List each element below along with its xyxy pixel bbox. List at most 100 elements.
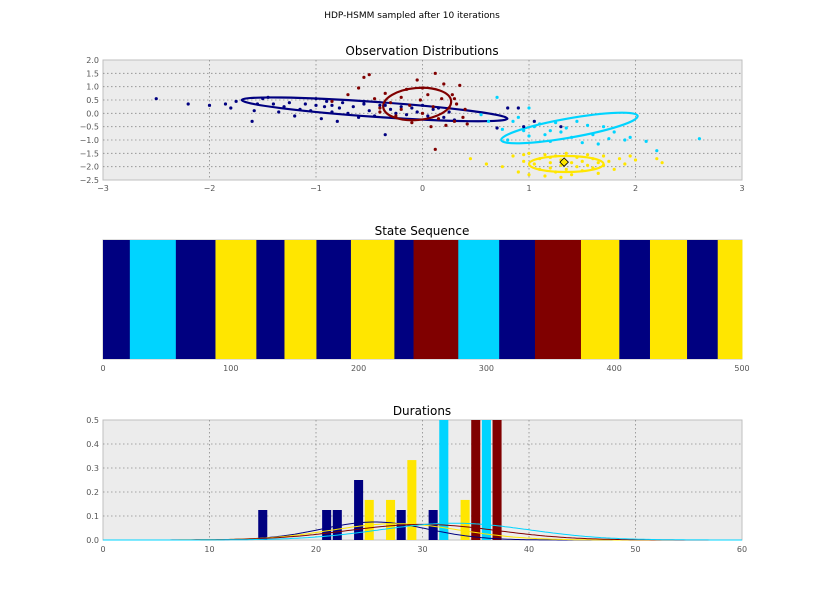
scatter-point (450, 93, 454, 97)
panel3-x-tick-label: 30 (417, 545, 427, 554)
scatter-point (548, 161, 552, 165)
scatter-point (564, 167, 568, 171)
scatter-point (580, 169, 584, 173)
scatter-point (660, 161, 664, 165)
scatter-point (527, 106, 531, 110)
panel1-y-tick-label: −1.5 (80, 149, 99, 158)
scatter-point (495, 95, 499, 99)
scatter-point (399, 95, 403, 99)
scatter-point (564, 151, 568, 155)
state-segment (256, 240, 285, 359)
panel1-x-tick-label: −2 (204, 184, 216, 193)
panel1-x-tick-label: −1 (310, 184, 322, 193)
scatter-point (538, 122, 542, 126)
scatter-point (394, 114, 398, 118)
scatter-point (596, 161, 600, 165)
scatter-point (399, 107, 403, 111)
duration-bar (364, 499, 374, 540)
duration-bar (332, 510, 342, 540)
scatter-point (404, 113, 409, 117)
scatter-point (319, 117, 323, 121)
scatter-point (461, 115, 465, 119)
scatter-point (252, 109, 256, 113)
scatter-point (287, 101, 291, 105)
scatter-point (580, 141, 584, 145)
scatter-point (570, 135, 574, 139)
scatter-point (500, 127, 504, 131)
scatter-point (596, 171, 600, 175)
scatter-point (293, 114, 297, 118)
scatter-point (330, 99, 334, 103)
scatter-point (607, 159, 611, 163)
scatter-point (548, 166, 552, 170)
scatter-point (426, 93, 430, 97)
scatter-point (607, 137, 611, 141)
panel1-x-tick-label: 3 (739, 184, 744, 193)
scatter-point (433, 71, 437, 75)
panel1-x-tick-label: 0 (420, 184, 425, 193)
scatter-point (426, 114, 430, 118)
scatter-point (410, 106, 414, 110)
panel3-y-tick-label: 0.3 (86, 464, 99, 473)
scatter-point (362, 99, 366, 103)
scatter-point (399, 105, 403, 109)
scatter-point (418, 98, 422, 102)
scatter-point (628, 135, 632, 139)
scatter-point (234, 99, 238, 103)
scatter-point (420, 86, 425, 90)
state-segment (103, 240, 131, 359)
duration-bar (460, 499, 470, 540)
state-segment (687, 240, 719, 359)
scatter-point (444, 123, 448, 127)
scatter-point (346, 93, 350, 97)
scatter-point (612, 167, 616, 171)
panel1-points (154, 71, 702, 179)
scatter-point (559, 125, 563, 129)
panel1-y-tick-label: −2.0 (80, 163, 99, 172)
scatter-point (255, 102, 260, 106)
scatter-point (591, 166, 595, 170)
panel1-x-ticks: −3 −2 −1 0 1 2 3 (97, 184, 744, 193)
scatter-point (429, 125, 433, 129)
scatter-point (506, 138, 510, 142)
scatter-point (580, 159, 584, 163)
scatter-point (554, 121, 558, 125)
panel1-y-ticks: 2.0 1.5 1.0 0.5 0.0 −0.5 −1.0 −1.5 −2.0 −2.5 (80, 56, 99, 185)
scatter-point (452, 97, 457, 101)
scatter-point (436, 106, 441, 110)
scatter-point (367, 73, 371, 77)
panel3-x-tick-label: 20 (311, 545, 321, 554)
scatter-point (452, 119, 457, 123)
scatter-point (362, 75, 366, 79)
panel1-x-tick-label: 1 (526, 184, 531, 193)
scatter-point (442, 82, 446, 86)
scatter-point (617, 157, 622, 161)
panel3-y-tick-label: 0.1 (86, 512, 99, 521)
state-segment (499, 240, 536, 359)
scatter-point (532, 125, 536, 129)
scatter-point (644, 139, 648, 143)
scatter-point (655, 157, 659, 161)
scatter-point (357, 86, 361, 90)
scatter-point (543, 133, 547, 137)
scatter-point (522, 159, 526, 163)
scatter-point (330, 110, 334, 114)
scatter-point (495, 126, 499, 130)
state-segment (649, 240, 688, 359)
scatter-point (431, 107, 435, 111)
scatter-point (601, 154, 606, 158)
state-segment (129, 240, 177, 359)
scatter-point (591, 133, 595, 137)
panel2-title: State Sequence (375, 224, 470, 238)
scatter-point (282, 105, 286, 109)
scatter-point (522, 129, 526, 133)
panel1-x-tick-label: 2 (633, 184, 638, 193)
scatter-point (454, 102, 459, 106)
scatter-point (591, 157, 595, 161)
scatter-point (516, 106, 520, 110)
scatter-point (516, 170, 520, 174)
panel2-x-tick-label: 300 (479, 364, 494, 373)
scatter-point (527, 151, 531, 155)
scatter-point (506, 106, 510, 110)
scatter-point (362, 102, 366, 106)
